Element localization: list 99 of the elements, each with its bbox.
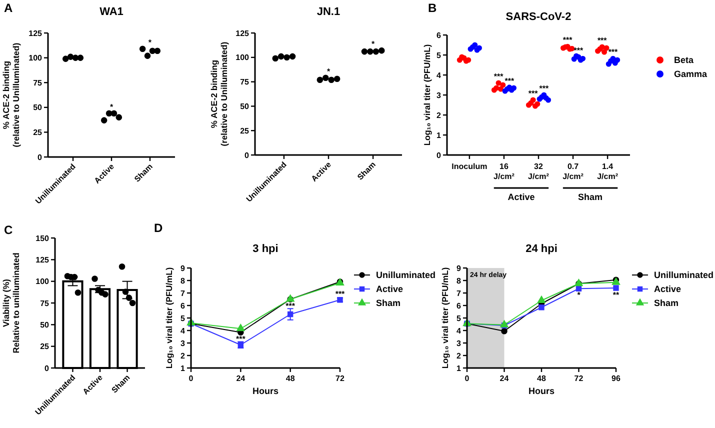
x-axis-title: Hours [252, 386, 279, 396]
y-tick-label: 6 [436, 30, 442, 40]
y-tick-label: 75 [40, 298, 50, 308]
y-tick-label: 3 [436, 90, 442, 100]
y-tick-label: 0 [436, 150, 442, 160]
y-tick-label: 0 [244, 150, 250, 160]
y-tick-label: 3 [456, 338, 462, 348]
legend-label: Unilluminated [654, 270, 714, 280]
data-label: *** [504, 76, 515, 86]
y-tick-label: 9 [180, 264, 186, 273]
legend-label: Gamma [674, 69, 708, 80]
y-tick-label: 8 [180, 276, 186, 286]
text: A [4, 1, 13, 15]
legend-label: Unilluminated [376, 270, 436, 280]
x-tick-label: 24 [500, 374, 510, 383]
legend-label: Beta [674, 55, 694, 66]
x-tick-label: Inoculum [452, 162, 488, 171]
y-tick-label: 4 [456, 326, 462, 336]
x-tick-label: 0 [464, 374, 470, 383]
y-tick-label: 125 [236, 28, 250, 38]
y-tick-label: 25 [40, 342, 50, 352]
y-tick-label: 5 [456, 314, 462, 323]
annotation: ** [612, 290, 620, 300]
y-tick-label: 0 [44, 364, 50, 373]
data-label: *** [608, 48, 619, 57]
chart-title: JN.1 [316, 6, 340, 18]
x-tick-label: 0 [188, 374, 194, 383]
y-axis-title: Viability (%) Relative to unilluminated [1, 252, 21, 354]
y-tick-label: 100 [36, 277, 50, 286]
y-tick-label: 125 [28, 28, 43, 38]
y-tick-label: 6 [180, 301, 186, 310]
y-axis-title: Log₁₀ viral titer (PFU/mL) [164, 267, 174, 369]
y-tick-label: 25 [240, 126, 250, 136]
y-tick-label: 5 [180, 314, 186, 323]
text: C [4, 223, 13, 237]
data-label: * [371, 40, 376, 49]
x-tick-label: 24 [236, 374, 246, 383]
y-tick-label: 6 [456, 301, 462, 310]
y-tick-label: 4 [180, 326, 186, 336]
data-label: *** [528, 89, 539, 98]
data-label: * [148, 38, 152, 47]
x-tick-label: 16 J/cm² [494, 162, 515, 181]
legend-label: Sham [654, 298, 679, 308]
y-tick-label: 2 [180, 351, 186, 360]
data-label: * [326, 66, 331, 76]
y-tick-label: 0 [38, 152, 43, 162]
y-tick-label: 3 [180, 338, 186, 348]
data-label: *** [597, 36, 608, 45]
y-tick-label: 150 [36, 234, 50, 243]
y-tick-label: 7 [456, 288, 462, 298]
y-tick-label: 4 [436, 70, 442, 80]
data-label: * [110, 102, 114, 112]
x-tick-label: 32 J/cm² [528, 162, 550, 181]
annotation: *** [236, 334, 246, 344]
y-tick-label: 50 [240, 102, 250, 111]
y-axis-title: % ACE-2 binding (relative to Unilluminated) [209, 42, 229, 146]
annotation: *** [335, 289, 346, 298]
text: B [428, 1, 437, 15]
y-tick-label: 9 [456, 264, 462, 273]
y-axis-title: Log₁₀ viral titer (PFU/mL) [440, 267, 450, 369]
x-tick-label: 48 [286, 374, 296, 383]
annotation: *** [286, 301, 296, 310]
x-axis-title: Hours [528, 386, 555, 396]
data-label: *** [494, 72, 504, 81]
y-axis-title: % ACE-2 binding (relative to Unilluminated) [1, 42, 21, 148]
x-tick-label: 1.4 J/cm² [597, 162, 618, 181]
x-tick-label: 48 [537, 374, 546, 383]
chart-title: 3 hpi [252, 243, 278, 255]
y-tick-label: 8 [456, 276, 462, 286]
chart-title: WA1 [100, 6, 124, 18]
chart-title: SARS-CoV-2 [506, 11, 572, 23]
data-label: *** [539, 84, 550, 93]
y-tick-label: 125 [36, 255, 50, 264]
chart-title: 24 hpi [526, 243, 558, 255]
y-tick-label: 2 [436, 110, 442, 120]
x-tick-label: 72 [336, 374, 345, 383]
data-label: *** [562, 36, 574, 45]
annotation: * [577, 290, 582, 300]
y-tick-label: 25 [33, 128, 43, 137]
y-tick-label: 75 [240, 78, 250, 87]
y-tick-label: 1 [436, 130, 442, 140]
y-axis-title: Log₁₀ viral titer (PFU/mL) [422, 44, 432, 146]
legend-label: Active [376, 284, 404, 294]
y-tick-label: 75 [33, 78, 43, 88]
y-tick-label: 50 [33, 103, 43, 112]
y-tick-label: 100 [236, 53, 250, 62]
text: D [154, 221, 163, 235]
x-tick-label: 72 [574, 374, 584, 383]
legend-label: Sham [376, 298, 401, 308]
y-tick-label: 2 [456, 351, 462, 360]
y-tick-label: 100 [28, 54, 43, 63]
y-tick-label: 7 [180, 288, 186, 298]
y-tick-label: 5 [436, 50, 442, 60]
y-tick-label: 50 [40, 320, 50, 330]
x-tick-label: 96 [612, 374, 621, 383]
x-tick-label: 0.7 J/cm² [562, 162, 584, 181]
y-tick-label: 1 [180, 364, 186, 373]
y-tick-label: 1 [456, 364, 462, 373]
legend-label: Active [654, 284, 682, 294]
